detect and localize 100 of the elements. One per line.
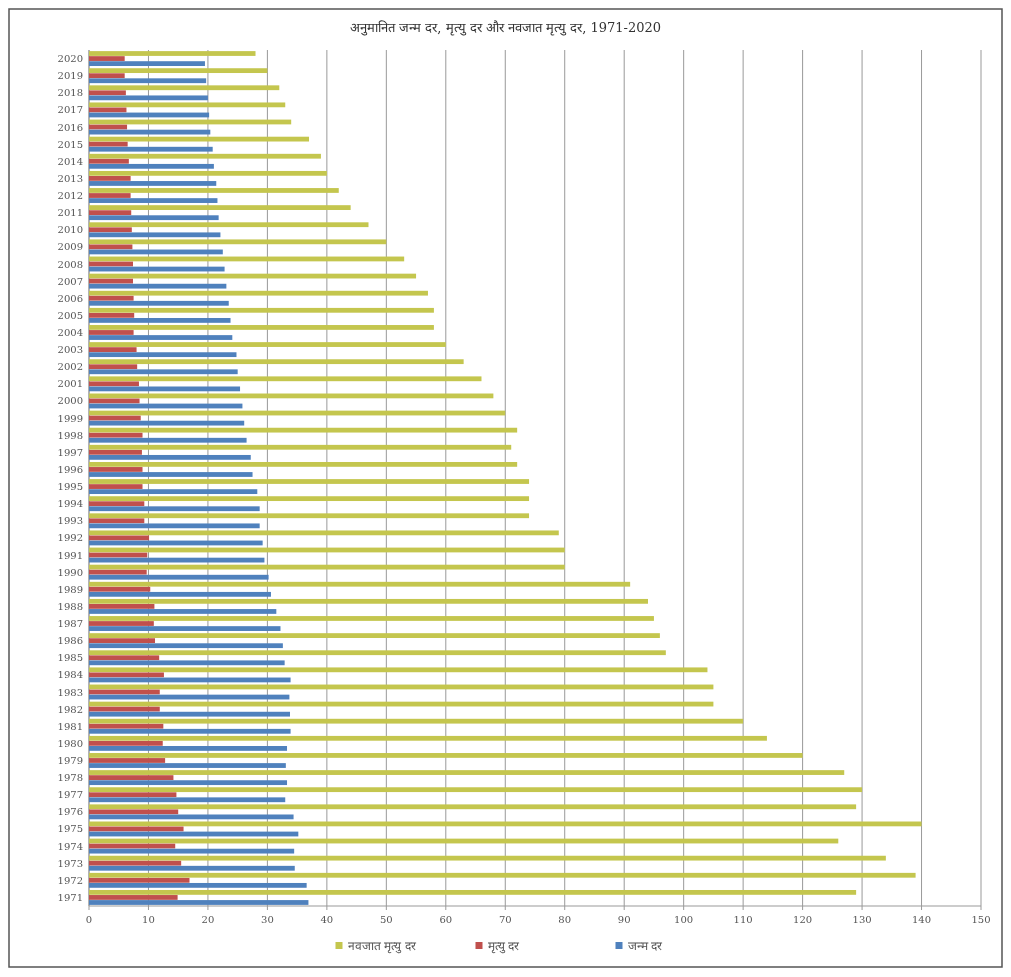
y-tick-label: 1994 (57, 498, 83, 510)
y-tick-label: 1986 (57, 635, 83, 647)
bar (89, 359, 464, 365)
bar (89, 215, 219, 221)
bar (89, 176, 131, 181)
legend-label: मृत्यु दर (487, 939, 521, 955)
bar (89, 506, 260, 512)
bar (89, 484, 143, 489)
bar (89, 814, 294, 820)
y-tick-label: 1988 (57, 600, 83, 612)
bar (89, 753, 803, 758)
bar (89, 574, 269, 580)
bar (89, 342, 446, 347)
bar (89, 432, 143, 438)
bar (89, 513, 530, 519)
bar (89, 626, 281, 631)
bar (89, 735, 767, 741)
y-tick-label: 1978 (57, 772, 83, 784)
bar (89, 672, 164, 678)
bar (89, 728, 291, 734)
bar (89, 855, 886, 861)
y-tick-label: 2018 (57, 87, 83, 99)
x-tick-label: 120 (793, 914, 813, 925)
bar (89, 472, 253, 477)
x-tick-label: 20 (201, 914, 215, 925)
bar (89, 667, 708, 673)
bar (89, 501, 145, 507)
bar (89, 335, 233, 340)
bar (89, 518, 145, 524)
bar (89, 758, 166, 763)
bar (89, 136, 310, 142)
bar (89, 792, 177, 798)
bar (89, 437, 247, 443)
bar (89, 848, 295, 854)
y-tick-label: 1989 (57, 583, 83, 595)
x-tick-label: 100 (674, 914, 694, 925)
bar (89, 227, 132, 233)
bar (89, 73, 125, 79)
bar (89, 467, 143, 472)
bar (89, 369, 238, 375)
y-tick-label: 2001 (57, 378, 83, 390)
bar (89, 381, 139, 387)
bar (89, 163, 214, 169)
bar (89, 569, 147, 575)
bar (89, 312, 135, 318)
bar (89, 307, 434, 313)
y-tick-label: 2006 (57, 292, 83, 304)
y-tick-label: 2017 (57, 104, 83, 116)
y-tick-label: 2007 (57, 275, 83, 287)
bar (89, 239, 387, 245)
bar (89, 586, 151, 592)
x-tick-label: 40 (320, 914, 334, 925)
bar (89, 222, 369, 228)
y-tick-label: 1993 (57, 515, 83, 527)
bar (89, 352, 237, 358)
bar (89, 449, 142, 455)
bar (89, 660, 285, 666)
y-tick-label: 1984 (57, 669, 83, 681)
bar (89, 51, 256, 56)
bar (89, 198, 218, 203)
y-tick-label: 1990 (57, 566, 83, 578)
bar (89, 318, 231, 323)
bar (89, 479, 530, 484)
bar (89, 895, 178, 900)
y-tick-label: 2013 (57, 172, 83, 184)
y-tick-label: 2004 (57, 326, 83, 338)
bar (89, 141, 128, 147)
y-tick-label: 1982 (57, 703, 83, 715)
y-tick-label: 2008 (57, 258, 83, 270)
bar (89, 90, 126, 96)
y-tick-label: 1991 (57, 549, 83, 561)
y-tick-label: 1980 (57, 737, 83, 749)
bar (89, 763, 286, 768)
y-tick-label: 1987 (57, 618, 83, 630)
bar (89, 427, 518, 433)
bar (89, 85, 280, 91)
bar (89, 102, 286, 108)
y-tick-label: 2020 (57, 53, 83, 65)
bar (89, 621, 154, 626)
x-tick-label: 110 (733, 914, 753, 925)
y-tick-label: 2011 (57, 207, 83, 219)
bar (89, 643, 283, 649)
bar (89, 386, 241, 392)
bar (89, 56, 125, 61)
bar (89, 364, 138, 370)
bar (89, 347, 137, 352)
bar (89, 770, 845, 775)
bar (89, 616, 654, 621)
bar (89, 444, 512, 450)
bar (89, 598, 648, 604)
bar (89, 295, 134, 301)
y-tick-label: 1999 (57, 412, 83, 424)
bar (89, 461, 518, 467)
x-tick-label: 60 (439, 914, 453, 925)
bar (89, 723, 164, 729)
bar (89, 205, 351, 210)
y-tick-label: 2010 (57, 224, 83, 236)
bar (89, 900, 309, 905)
legend-label: जन्म दर (627, 939, 664, 954)
bar (89, 278, 134, 284)
